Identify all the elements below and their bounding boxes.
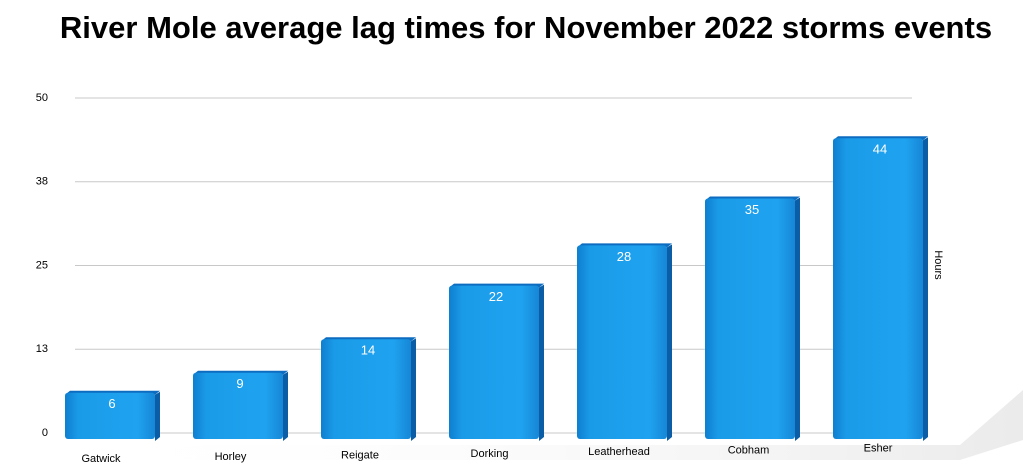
value-label: 44 — [873, 142, 887, 157]
y-tick-label: 0 — [42, 427, 48, 439]
value-label: 28 — [617, 249, 631, 264]
x-tick-label: Reigate — [341, 450, 379, 462]
x-tick-label: Dorking — [471, 448, 509, 460]
x-tick-label: Leatherhead — [588, 446, 650, 458]
bar-side — [283, 371, 288, 441]
y-tick-label: 50 — [36, 92, 48, 104]
bar-side — [155, 391, 160, 441]
y-tick-label: 25 — [36, 259, 48, 271]
bar-side — [667, 244, 672, 441]
chart-title: River Mole average lag times for Novembe… — [60, 10, 992, 45]
bar — [577, 245, 667, 439]
bar-side — [923, 137, 928, 441]
bar — [705, 198, 795, 439]
bar — [321, 339, 411, 439]
bar-side — [539, 284, 544, 441]
bar-side — [795, 197, 800, 441]
value-label: 6 — [108, 396, 115, 411]
bar — [65, 392, 155, 439]
y-tick-label: 13 — [36, 343, 48, 355]
value-label: 9 — [236, 376, 243, 391]
bar — [833, 138, 923, 439]
floor — [60, 390, 1023, 460]
y-axis-title: Hours — [932, 250, 944, 280]
bar — [449, 285, 539, 439]
x-tick-label: Cobham — [728, 444, 770, 456]
bar-side — [411, 338, 416, 441]
y-tick-label: 38 — [36, 176, 48, 188]
x-tick-label: Gatwick — [81, 453, 121, 465]
x-tick-label: Esher — [864, 443, 893, 455]
bar — [193, 372, 283, 439]
value-label: 35 — [745, 202, 759, 217]
x-tick-label: Horley — [215, 451, 247, 463]
value-label: 22 — [489, 289, 503, 304]
value-label: 14 — [361, 343, 375, 358]
